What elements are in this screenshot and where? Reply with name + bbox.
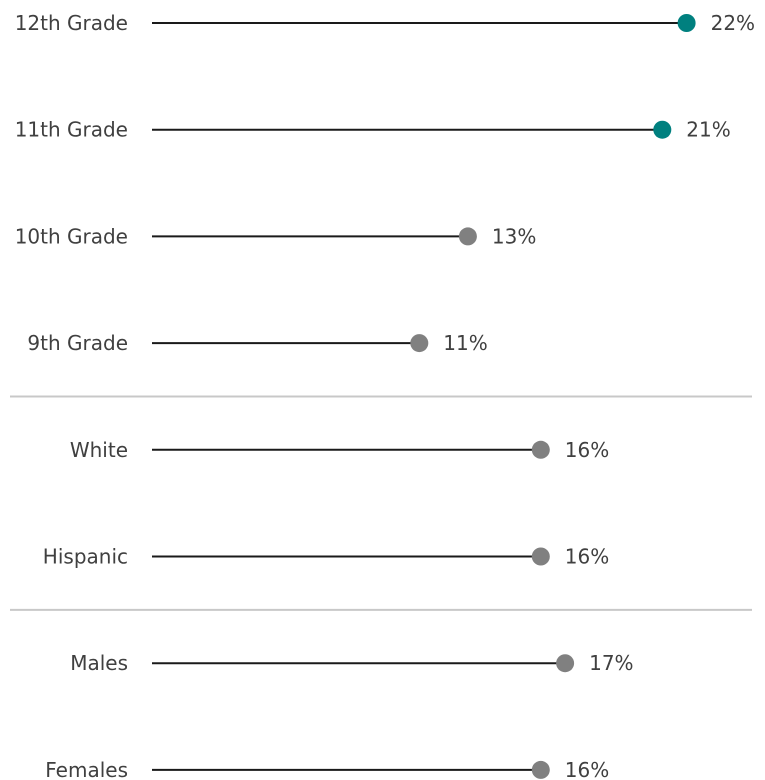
category-label-11th-grade: 11th Grade [15,118,128,142]
value-label-12th-grade: 22% [711,11,755,35]
data-point-12th-grade [677,14,696,32]
category-label-males: Males [70,651,128,675]
data-point-males [556,654,575,673]
category-label-females: Females [45,758,128,780]
data-point-white [531,440,550,459]
value-label-9th-grade: 11% [443,331,487,355]
value-label-hispanic: 16% [565,545,609,569]
value-label-10th-grade: 13% [492,224,536,248]
category-label-12th-grade: 12th Grade [15,11,128,35]
data-point-11th-grade [653,120,672,139]
value-label-females: 16% [565,758,609,780]
data-point-females [531,760,550,779]
value-label-11th-grade: 21% [686,118,730,142]
data-point-9th-grade [410,334,429,353]
category-label-hispanic: Hispanic [43,545,128,569]
category-label-10th-grade: 10th Grade [15,224,128,248]
category-label-white: White [70,438,128,462]
value-label-males: 17% [589,651,633,675]
data-point-10th-grade [458,227,477,246]
category-label-9th-grade: 9th Grade [27,331,128,355]
data-point-hispanic [531,547,550,566]
value-label-white: 16% [565,438,609,462]
